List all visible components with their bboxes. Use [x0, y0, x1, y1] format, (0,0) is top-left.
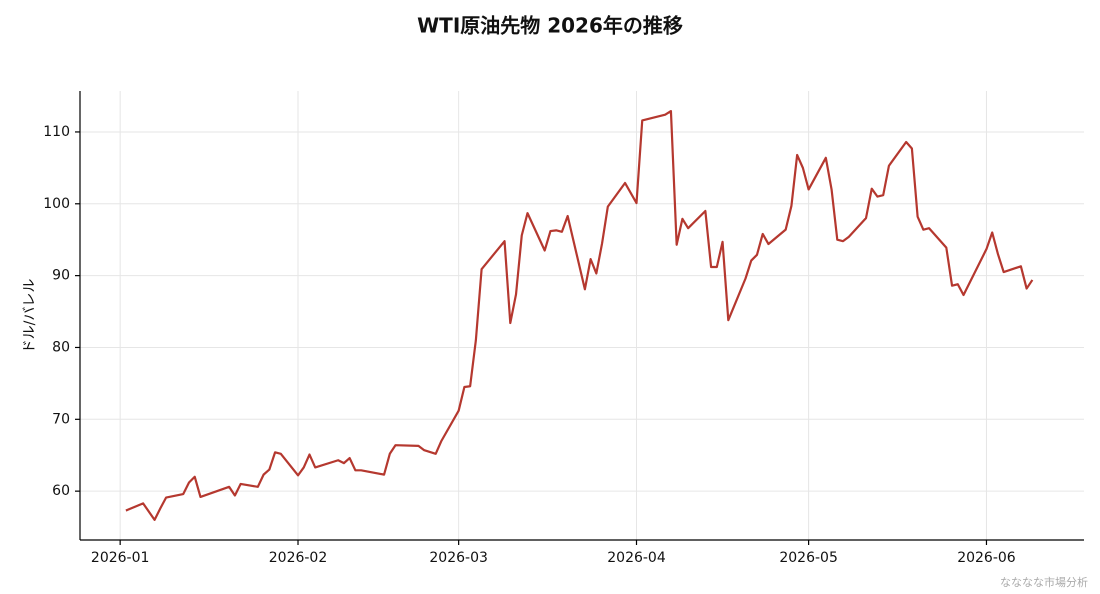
x-tick-label: 2026-04 — [607, 550, 666, 566]
credit: なななな市場分析 — [1000, 575, 1088, 589]
y-tick-label: 90 — [52, 268, 70, 284]
y-tick-label: 70 — [52, 411, 70, 427]
x-tick-label: 2026-03 — [429, 550, 488, 566]
y-axis-label: ドル/バレル — [22, 279, 38, 354]
x-tick-label: 2026-02 — [269, 550, 328, 566]
x-tick-label: 2026-06 — [957, 550, 1016, 566]
y-tick-label: 80 — [52, 339, 70, 355]
y-tick-label: 110 — [43, 124, 70, 140]
chart-title: WTI原油先物 2026年の推移 — [417, 14, 683, 38]
x-tick-label: 2026-01 — [91, 550, 150, 566]
y-tick-label: 100 — [43, 196, 70, 212]
x-tick-label: 2026-05 — [779, 550, 838, 566]
y-tick-label: 60 — [52, 483, 70, 499]
price-line — [125, 110, 1034, 521]
